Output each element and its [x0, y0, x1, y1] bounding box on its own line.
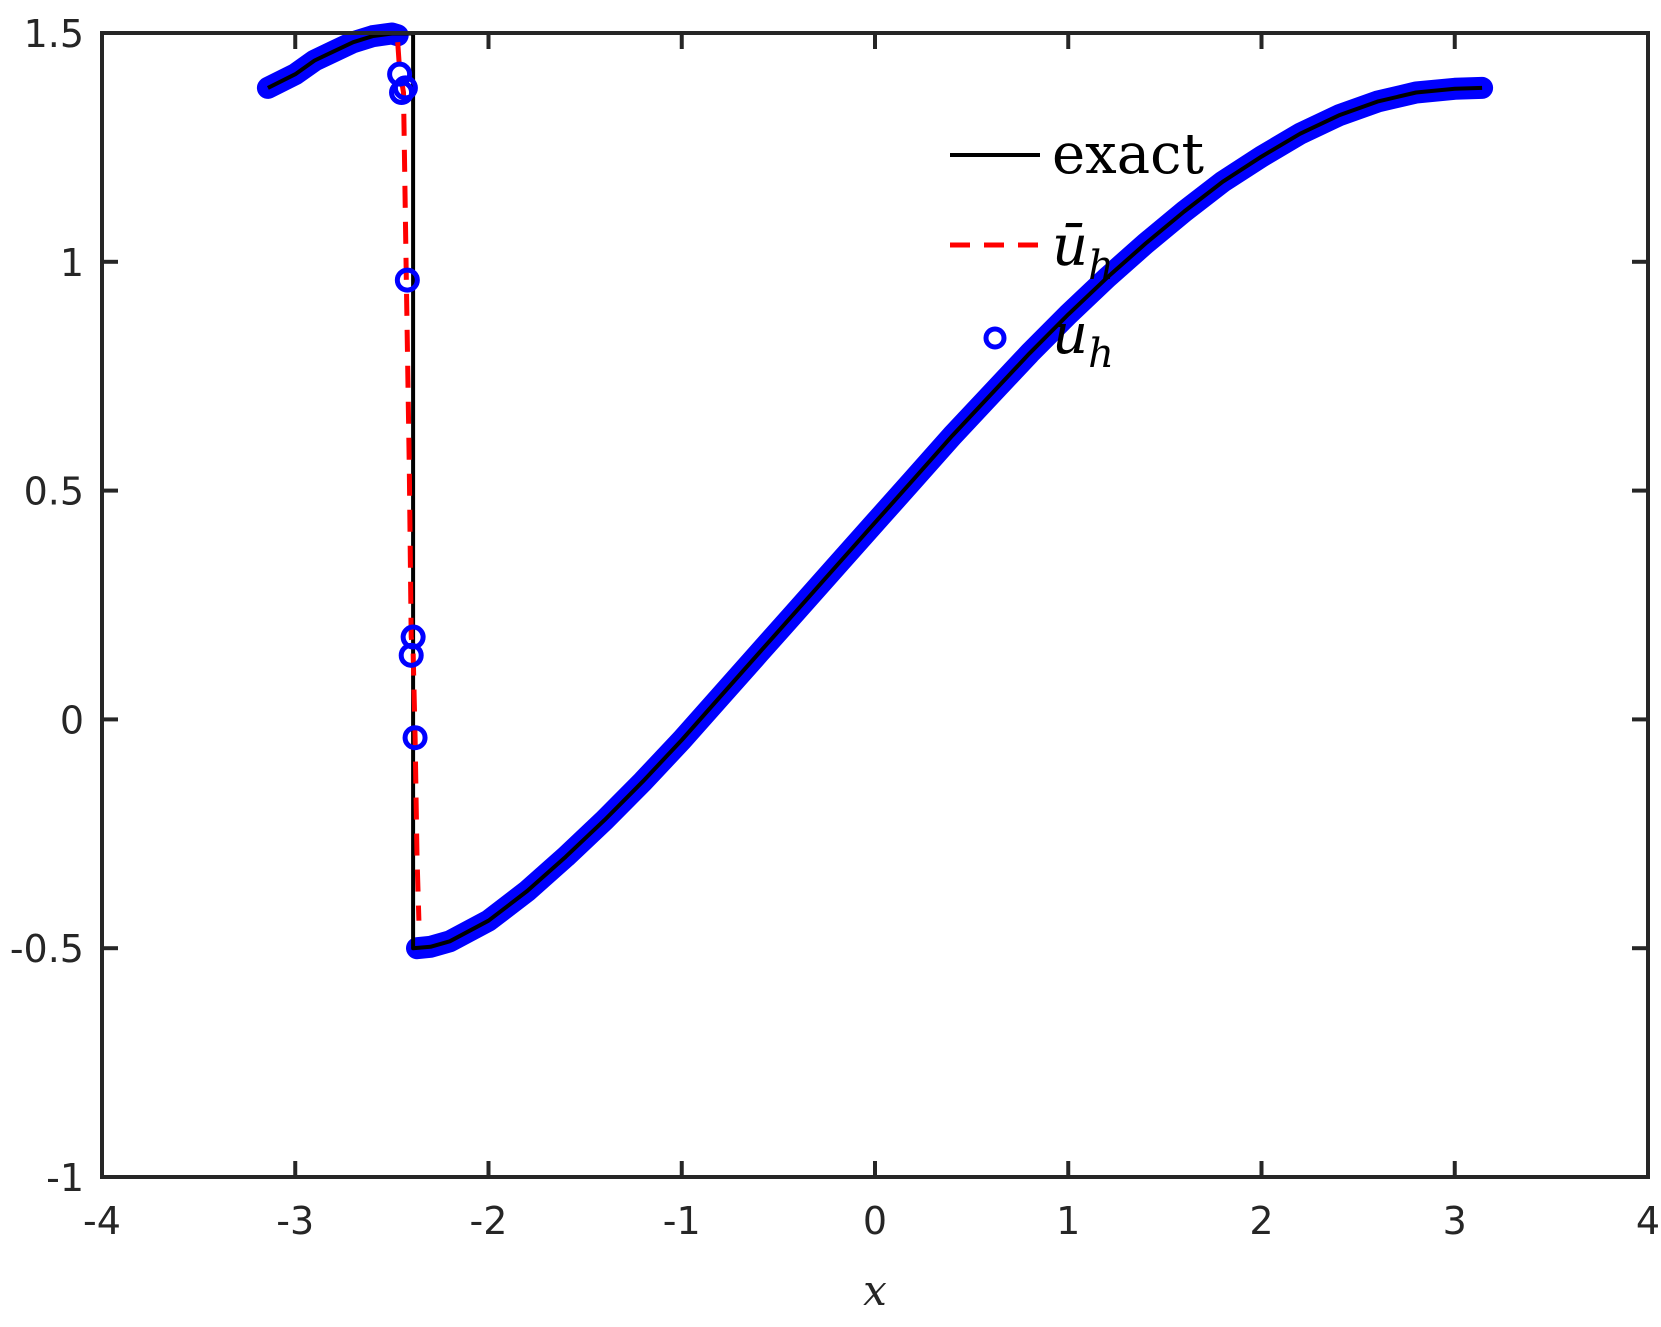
- x-tick-label: -2: [470, 1199, 508, 1243]
- x-tick-label: -4: [83, 1199, 121, 1243]
- legend-exact-label: exact: [1052, 122, 1204, 187]
- legend-uhbar-label: ūh: [1052, 214, 1114, 289]
- y-tick-label: 1: [60, 241, 84, 285]
- legend-uhbar-base: ū: [1052, 214, 1088, 279]
- x-tick-label: 1: [1056, 1199, 1080, 1243]
- legend-uh-base: u: [1052, 302, 1088, 367]
- legend-uhbar-sub: h: [1088, 243, 1114, 289]
- series-uh-marker: [398, 642, 424, 668]
- y-tick-label: -0.5: [10, 927, 84, 971]
- tick-labels-layer: -4 -3 -2 -1 0 1 2 3 4 -1 -0.5 0 0.5 1 1.5: [10, 12, 1660, 1243]
- series-uh-marker: [392, 75, 418, 101]
- x-tick-label: 4: [1636, 1199, 1660, 1243]
- y-tick-label: 1.5: [24, 12, 84, 56]
- y-tick-label: -1: [46, 1156, 84, 1200]
- x-tick-label: 2: [1249, 1199, 1273, 1243]
- x-tick-label: 0: [863, 1199, 887, 1243]
- x-tick-label: -3: [276, 1199, 314, 1243]
- plot-background: [102, 33, 1648, 1177]
- series-uh-marker: [402, 725, 428, 751]
- y-tick-label: 0: [60, 698, 84, 742]
- y-tick-label: 0.5: [24, 470, 84, 514]
- x-axis-label: x: [863, 1266, 887, 1315]
- plot-frame: [100, 31, 1650, 1179]
- legend-uh-label: uh: [1052, 302, 1114, 377]
- legend-uh-sub: h: [1088, 331, 1114, 377]
- legend: exact ūh uh: [950, 122, 1204, 377]
- x-tick-label: -1: [663, 1199, 701, 1243]
- legend-uh-marker: [983, 326, 1007, 350]
- series-uh-marker: [394, 267, 420, 293]
- x-tick-label: 3: [1443, 1199, 1467, 1243]
